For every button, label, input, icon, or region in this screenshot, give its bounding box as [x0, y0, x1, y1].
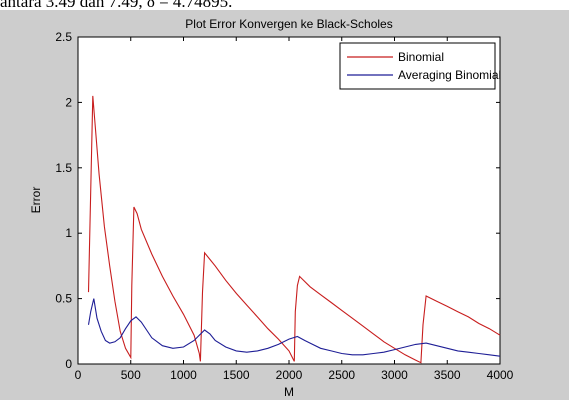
x-axis-label: M — [284, 385, 294, 399]
y-tick-label: 2 — [65, 95, 72, 109]
x-tick-label: 3000 — [381, 368, 408, 382]
y-tick-label: 2.5 — [55, 30, 72, 44]
y-tick-label: 0.5 — [55, 292, 72, 306]
x-tick-label: 2500 — [328, 368, 355, 382]
line-chart: Plot Error Konvergen ke Black-Scholes 0 5… — [29, 17, 514, 399]
chart-title: Plot Error Konvergen ke Black-Scholes — [185, 17, 392, 31]
legend-label-averaging-binomial: Averaging Binomial — [398, 68, 501, 82]
axis-ticks: 0 500 1000 1500 2000 2500 3000 3500 4000 0 0.5 1 1.5… — [55, 30, 513, 382]
x-tick-label: 1500 — [223, 368, 250, 382]
x-tick-label: 4000 — [487, 368, 514, 382]
legend-label-binomial: Binomial — [398, 50, 444, 64]
x-tick-label: 0 — [75, 368, 82, 382]
y-tick-label: 0 — [65, 357, 72, 371]
figure-window: Plot Error Konvergen ke Black-Scholes 0 5… — [0, 10, 569, 400]
y-tick-label: 1.5 — [55, 161, 72, 175]
y-axis-label: Error — [29, 187, 43, 214]
series-line-binomial — [87, 95, 501, 364]
x-tick-label: 2000 — [276, 368, 303, 382]
plot-area — [77, 36, 501, 365]
legend: Binomial Averaging Binomial — [339, 42, 501, 90]
document-text-line: antara 3.49 dan 7.49, δ = 4.74895. — [0, 0, 233, 11]
x-tick-label: 3500 — [434, 368, 461, 382]
x-tick-label: 1000 — [170, 368, 197, 382]
legend-box — [339, 42, 496, 90]
x-tick-label: 500 — [121, 368, 141, 382]
series-lines — [87, 95, 501, 364]
y-tick-label: 1 — [65, 226, 72, 240]
series-line-averaging-binomial — [87, 298, 501, 357]
